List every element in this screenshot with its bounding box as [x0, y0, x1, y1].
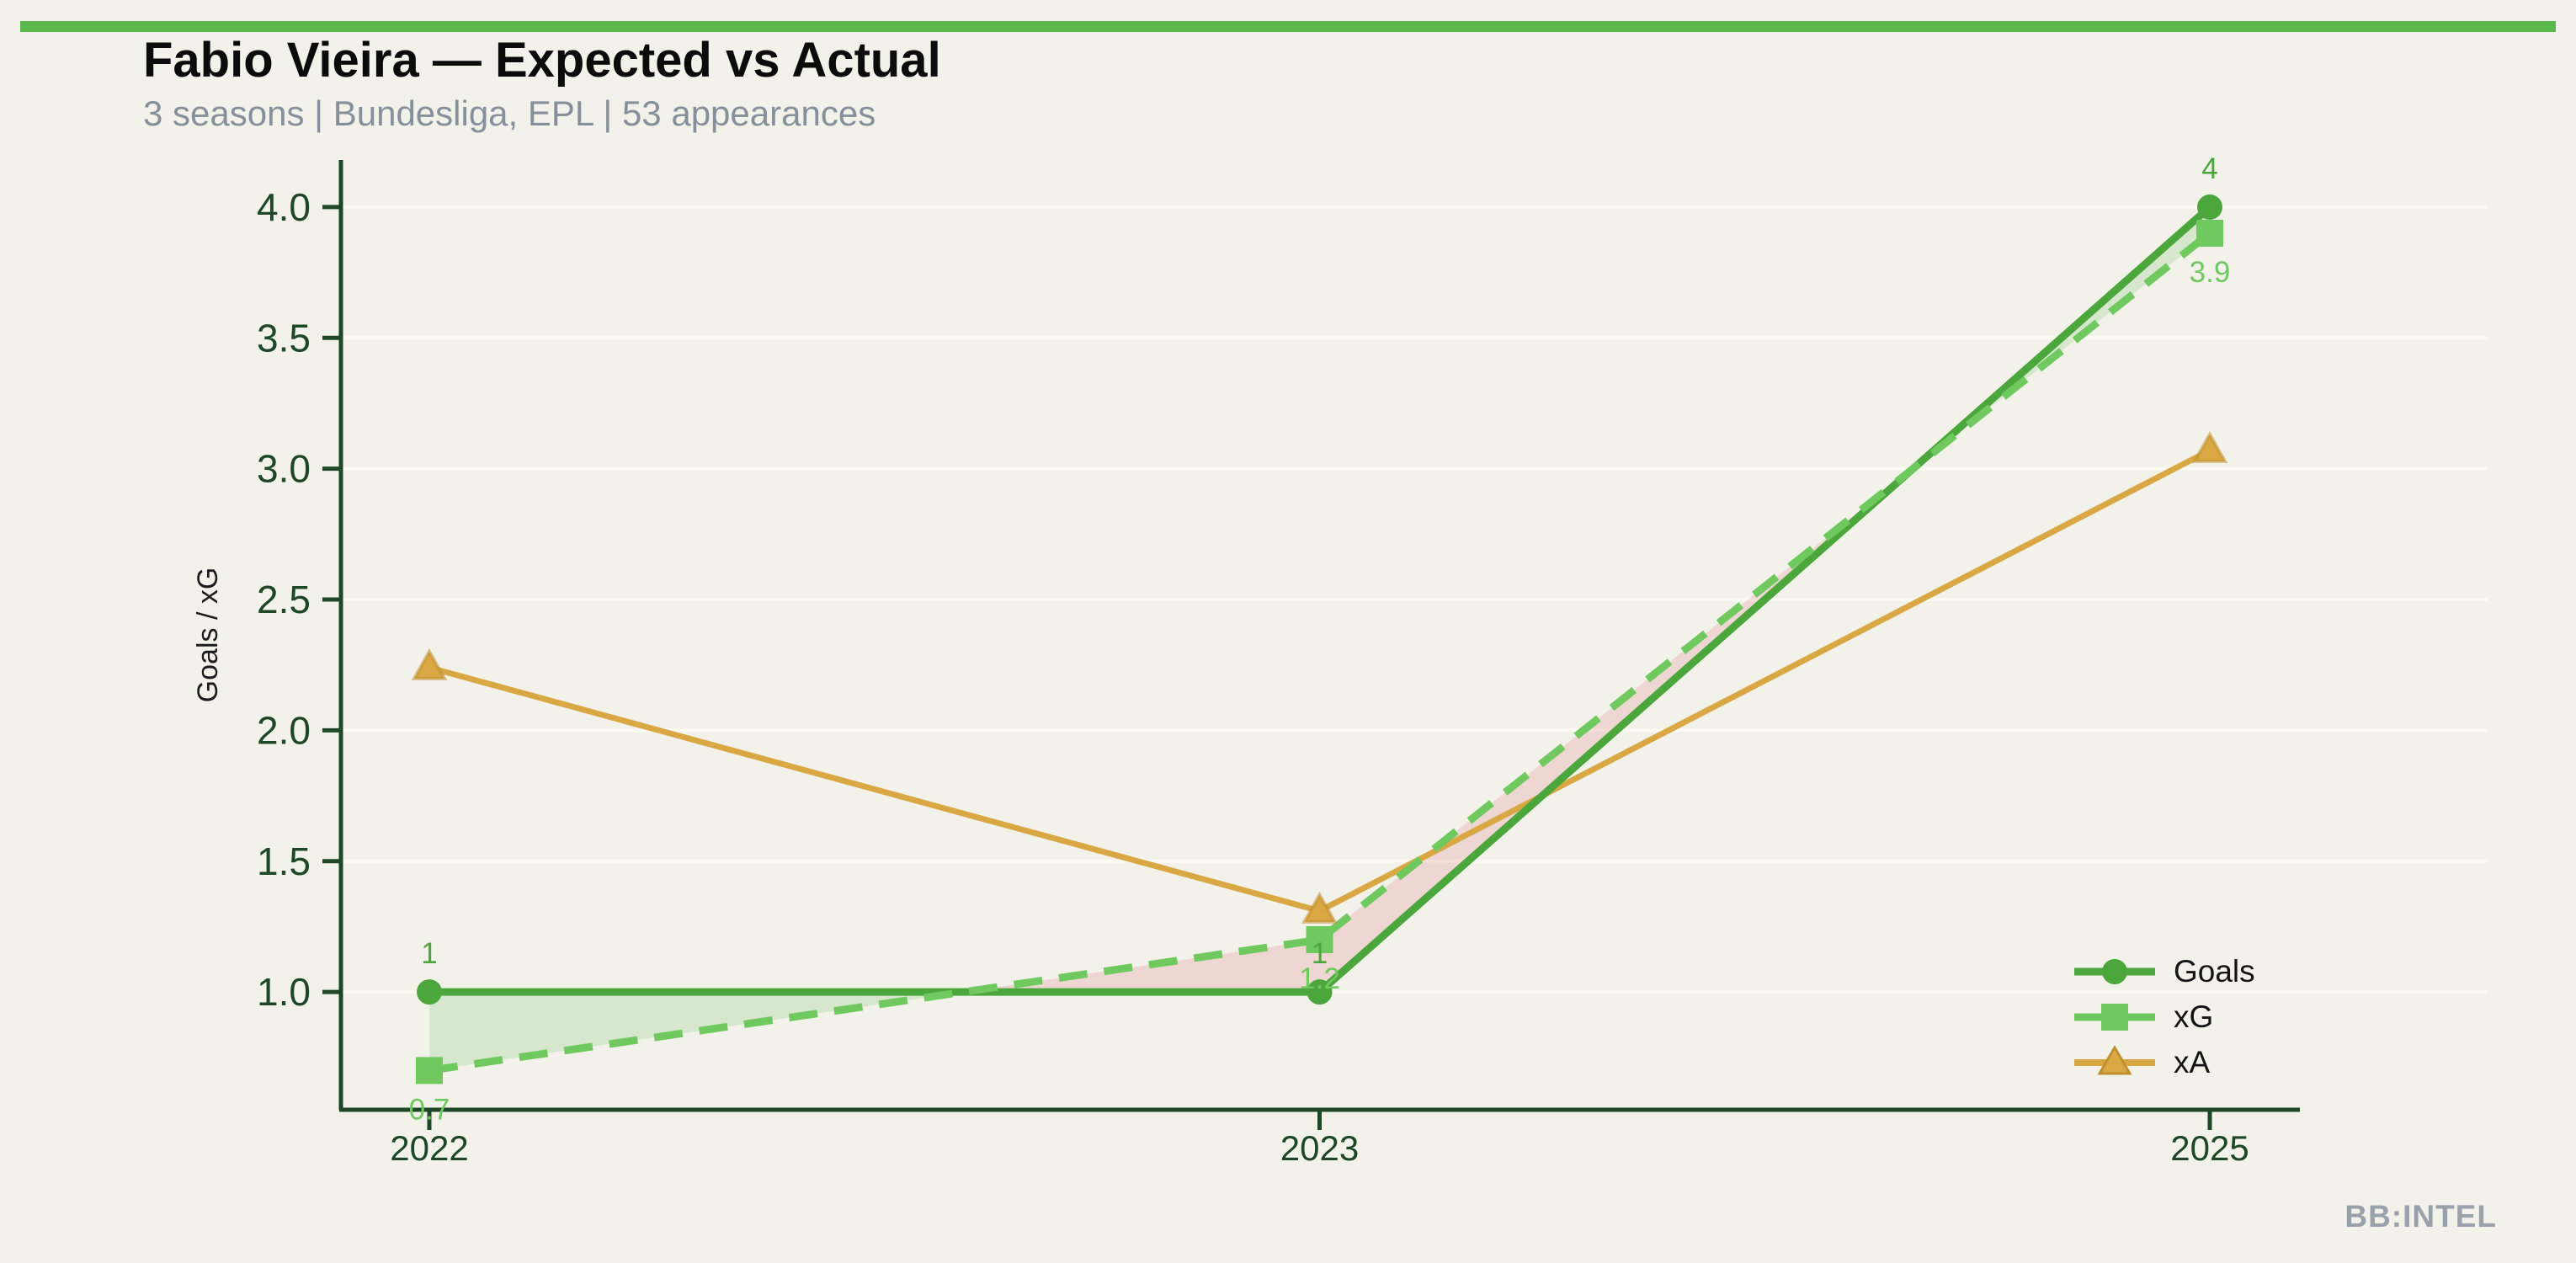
marker-circle: [2197, 194, 2222, 220]
accent-bar: [20, 21, 2556, 32]
series-line-xg: [428, 230, 2212, 1074]
band-fill: [963, 940, 1320, 993]
marker-square: [1306, 926, 1333, 954]
chart-header: Fabio Vieira — Expected vs Actual 3 seas…: [143, 33, 941, 134]
y-axis-title: Goals / xG: [192, 567, 224, 703]
x-tick-label: 2023: [1280, 1128, 1359, 1168]
marker-triangle: [411, 647, 448, 680]
page-subtitle: 3 seasons | Bundesliga, EPL | 53 appeara…: [143, 93, 876, 133]
marker-circle: [1307, 979, 1333, 1005]
y-tick-label: 1.5: [257, 839, 311, 883]
y-tick-label: 4.0: [257, 185, 311, 229]
y-tick-label: 3.0: [257, 447, 311, 491]
marker-circle: [417, 979, 442, 1005]
marker-square: [416, 1057, 443, 1084]
marker-triangle: [1301, 891, 1338, 924]
point-label: 1: [1312, 937, 1328, 970]
point-label: 1.2: [1299, 962, 1340, 995]
xa-line-triangle-icon: [2074, 1046, 2155, 1075]
xg-line-square-icon: [2074, 1004, 2155, 1031]
legend-label-xg: xG: [2174, 999, 2214, 1034]
legend-item-xa: xA: [2073, 1040, 2255, 1085]
point-label: 4: [2201, 152, 2217, 185]
watermark: BB:INTEL: [2344, 1199, 2497, 1234]
legend-label-goals: Goals: [2174, 954, 2255, 989]
legend-label-xa: xA: [2174, 1045, 2211, 1079]
legend-item-goals: Goals: [2073, 949, 2255, 994]
point-label: 0.7: [409, 1093, 450, 1126]
x-tick-label: 2025: [2170, 1128, 2249, 1168]
x-tick-label: 2022: [390, 1128, 468, 1168]
y-tick-label: 1.0: [257, 970, 311, 1014]
point-label: 1: [421, 937, 437, 970]
marker-square: [2196, 220, 2223, 248]
legend-item-xg: xG: [2073, 994, 2255, 1040]
marker-triangle: [2191, 430, 2228, 463]
page-title: Fabio Vieira — Expected vs Actual: [143, 33, 941, 88]
series-line-xa: [428, 447, 2211, 914]
point-label: 3.9: [2190, 256, 2231, 289]
y-tick-label: 2.0: [257, 708, 311, 752]
y-tick-label: 3.5: [257, 316, 311, 360]
legend: Goals xG xA: [2073, 949, 2255, 1085]
y-tick-label: 2.5: [257, 578, 311, 621]
band-fill: [429, 992, 964, 1071]
goals-line-circle-icon: [2074, 959, 2155, 984]
